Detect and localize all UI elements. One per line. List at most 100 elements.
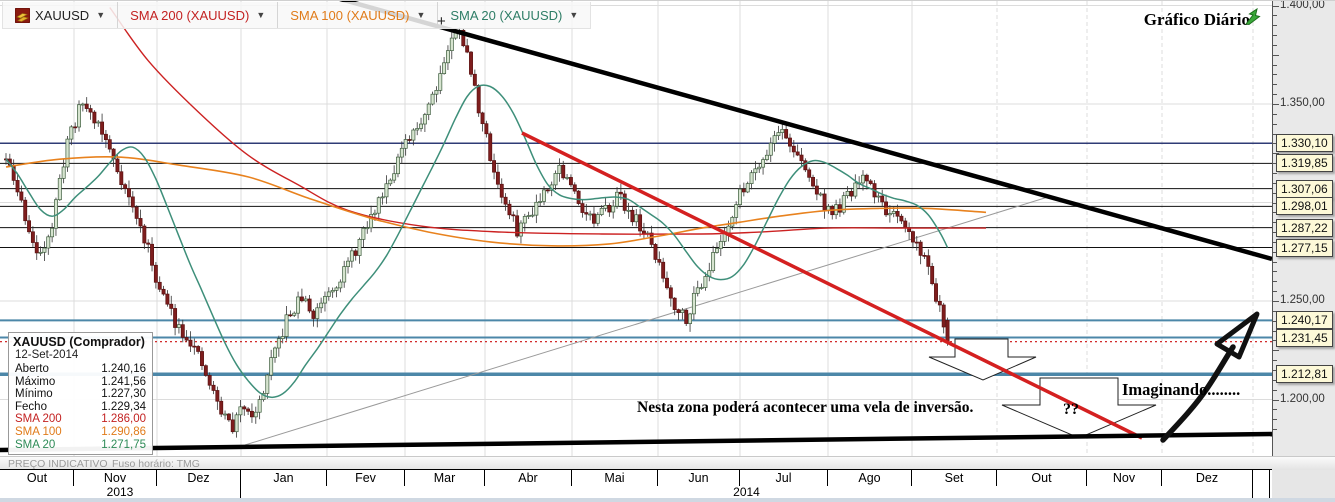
sma200-label: SMA 200 (XAUUSD) [130, 7, 250, 23]
chevron-down-icon: ▼ [416, 10, 426, 20]
axis-tick [1273, 320, 1277, 322]
month-cell: Nov [74, 470, 157, 486]
month-cell [1253, 470, 1270, 486]
axis-level-badge: 1.287,22 [1276, 218, 1333, 237]
time-axis-years: 2013 2014 [0, 485, 1272, 499]
axis-price-label: 1.250,00 [1280, 294, 1325, 306]
month-cell: Dez [157, 470, 241, 486]
axis-tick [1273, 429, 1277, 431]
chevron-down-icon: ▼ [256, 10, 266, 20]
tooltip-title: XAUUSD (Comprador) [13, 335, 145, 349]
axis-level-badge: 1.330,10 [1276, 134, 1333, 153]
axis-tick [1273, 360, 1277, 362]
tooltip-row: Fecho 1.229,34 [15, 400, 146, 413]
month-cell: Abr [485, 470, 572, 486]
month-cell: Set [912, 470, 997, 486]
axis-tick [1273, 84, 1277, 86]
zone-annotation: Nesta zona poderá acontecer uma vela de … [637, 399, 974, 416]
axis-tick [1273, 64, 1277, 66]
axis-tick [1273, 222, 1277, 224]
month-cell: Dez [1162, 470, 1253, 486]
axis-tick [1273, 163, 1277, 165]
time-axis-months: Out Nov Dez Jan Fev Mar Abr Mai Jun Jul Ago Set Out N… [0, 469, 1272, 487]
question-annotation: ?? [1063, 401, 1079, 418]
sma100-line [5, 156, 987, 247]
axis-level-badge: 1.231,45 [1276, 328, 1333, 347]
month-cell: Ago [828, 470, 912, 486]
axis-tick [1273, 389, 1277, 391]
year-cell: 2013 [0, 485, 241, 499]
sma20-indicator-button[interactable]: SMA 20 (XAUUSD) ▼ [438, 2, 590, 28]
axis-tick [1273, 409, 1277, 411]
axis-tick [1273, 281, 1277, 283]
sma20-line [5, 84, 949, 399]
axis-tick [1273, 379, 1277, 381]
axis-price-label: 1.400,00 [1280, 1, 1325, 11]
tooltip-date: 12-Set-2014 [15, 349, 79, 361]
axis-tick [1273, 261, 1277, 263]
axis-tick [1273, 35, 1277, 37]
tooltip-row: Aberto 1.240,16 [15, 363, 146, 375]
axis-tick [1273, 399, 1279, 401]
price-chart-svg [0, 1, 1272, 456]
sma200-indicator-button[interactable]: SMA 200 (XAUUSD) ▼ [118, 2, 279, 28]
axis-level-badge: 1.212,81 [1276, 365, 1333, 384]
axis-tick [1273, 104, 1279, 105]
axis-level-badge: 1.307,06 [1276, 179, 1333, 198]
chart-title: Gráfico Diário [1143, 10, 1250, 29]
axis-tick [1273, 369, 1277, 371]
axis-tick [1273, 143, 1277, 145]
instrument-label: XAUUSD [35, 7, 90, 23]
axis-tick [1273, 340, 1277, 342]
axis-tick [1273, 172, 1277, 174]
year-cell: 2014 [241, 485, 1253, 499]
axis-tick [1273, 330, 1277, 332]
year-cell [1253, 486, 1270, 498]
axis-level-badge: 1.319,85 [1276, 154, 1333, 173]
axis-level-badge: 1.298,01 [1276, 197, 1333, 216]
hand-drawn-arrow [1160, 311, 1260, 443]
axis-tick [1273, 241, 1277, 243]
month-cell: Jul [740, 470, 828, 486]
axis-tick [1273, 310, 1277, 312]
axis-tick [1273, 212, 1277, 214]
candles-layer [4, 27, 950, 438]
tooltip-row: SMA 20 1.271,75 [15, 438, 146, 451]
axis-tick [1273, 133, 1277, 135]
live-feed-bolt-icon [1245, 8, 1261, 26]
gold-ingot-icon [15, 7, 30, 23]
sma100-indicator-button[interactable]: SMA 100 (XAUUSD) ▼ [278, 2, 439, 28]
month-cell: Jan [241, 470, 327, 486]
quote-tooltip-panel: XAUUSD (Comprador) 12-Set-2014 Aberto 1.2… [8, 332, 153, 455]
axis-tick [1273, 301, 1279, 302]
support-trendline [0, 431, 1272, 453]
status-bar: PREÇO INDICATIVO Fuso horário: TMG [0, 456, 1335, 470]
axis-level-badge: 1.277,15 [1276, 238, 1333, 257]
month-cell: Out [997, 470, 1087, 486]
price-axis: 1.400,00 1.350,00 1.250,00 1.200,00 1.330,10… [1272, 1, 1335, 456]
month-cell: Mai [572, 470, 658, 486]
axis-price-label: 1.350,00 [1280, 97, 1325, 109]
axis-tick [1273, 350, 1279, 352]
indicative-price-label: PREÇO INDICATIVO [8, 458, 108, 470]
axis-tick [1273, 44, 1277, 46]
axis-tick [1273, 74, 1277, 76]
month-cell: Out [1, 470, 74, 486]
tooltip-row: Máximo 1.241,56 [15, 375, 146, 388]
level-lines [0, 142, 1272, 377]
timezone-label: Fuso horário: TMG [112, 458, 200, 470]
tooltip-row: SMA 100 1.290,86 [15, 425, 146, 438]
axis-tick [1273, 5, 1279, 7]
crosshair-cursor-icon: + [437, 13, 446, 30]
chart-canvas[interactable]: Nesta zona poderá acontecer uma vela de … [0, 1, 1272, 456]
month-cell: Mar [405, 470, 485, 486]
axis-tick [1273, 153, 1279, 155]
instrument-selector[interactable]: XAUUSD ▼ [3, 2, 119, 28]
month-cell: Fev [327, 470, 405, 486]
axis-tick [1273, 123, 1277, 125]
axis-tick [1273, 15, 1277, 17]
axis-tick [1273, 182, 1277, 184]
sma200-line [109, 7, 986, 235]
chevron-down-icon: ▼ [569, 10, 579, 20]
